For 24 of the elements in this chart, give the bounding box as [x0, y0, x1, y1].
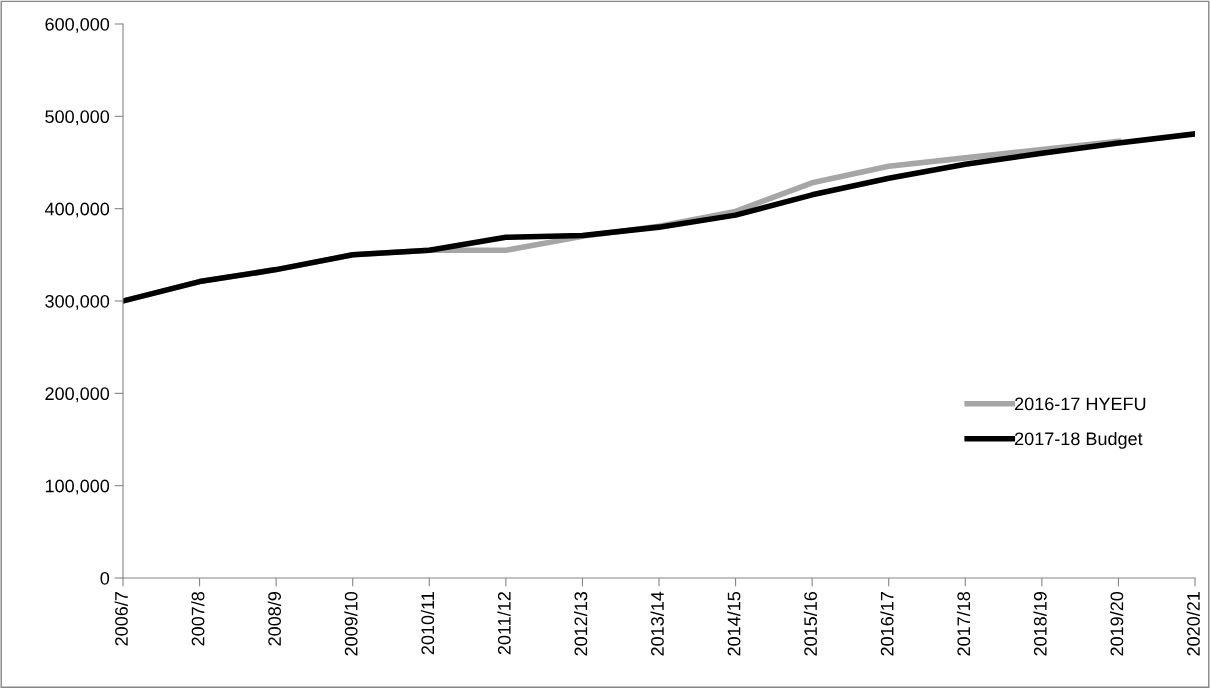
x-tick-label: 2017/18	[956, 591, 971, 656]
x-tick-label: 2010/11	[420, 592, 435, 655]
x-tick-label: 2007/8	[191, 591, 205, 646]
x-tick-label: 2015/16	[803, 591, 817, 656]
x-tick-label: 2011/12	[497, 592, 511, 655]
y-tick-label: 500,000	[45, 110, 110, 126]
x-tick-label: 2008/9	[267, 592, 281, 646]
y-tick-label: 0	[100, 571, 110, 585]
y-tick-label: 200,000	[45, 387, 110, 403]
y-tick-label: 400,000	[44, 202, 110, 218]
x-tick-label: 2018/19	[1033, 592, 1047, 656]
x-tick-label: 2016/17	[880, 592, 894, 656]
y-tick-label: 100,000	[45, 479, 110, 495]
x-tick-label: 2020/21	[1186, 592, 1200, 656]
x-tick-label: 2019/20	[1110, 591, 1124, 656]
legend-label: 2016-17 HYEFU	[1015, 397, 1146, 411]
x-tick-label: 2012/13	[574, 591, 588, 656]
y-tick-label: 600,000	[45, 17, 110, 33]
x-tick-label: 2009/10	[344, 591, 358, 656]
x-tick-label: 2006/7	[114, 592, 128, 646]
x-tick-label: 2014/15	[727, 591, 741, 656]
x-tick-label: 2013/14	[650, 591, 664, 656]
y-tick-label: 300,000	[45, 294, 110, 310]
legend-label: 2017-18 Budget	[1015, 431, 1143, 449]
